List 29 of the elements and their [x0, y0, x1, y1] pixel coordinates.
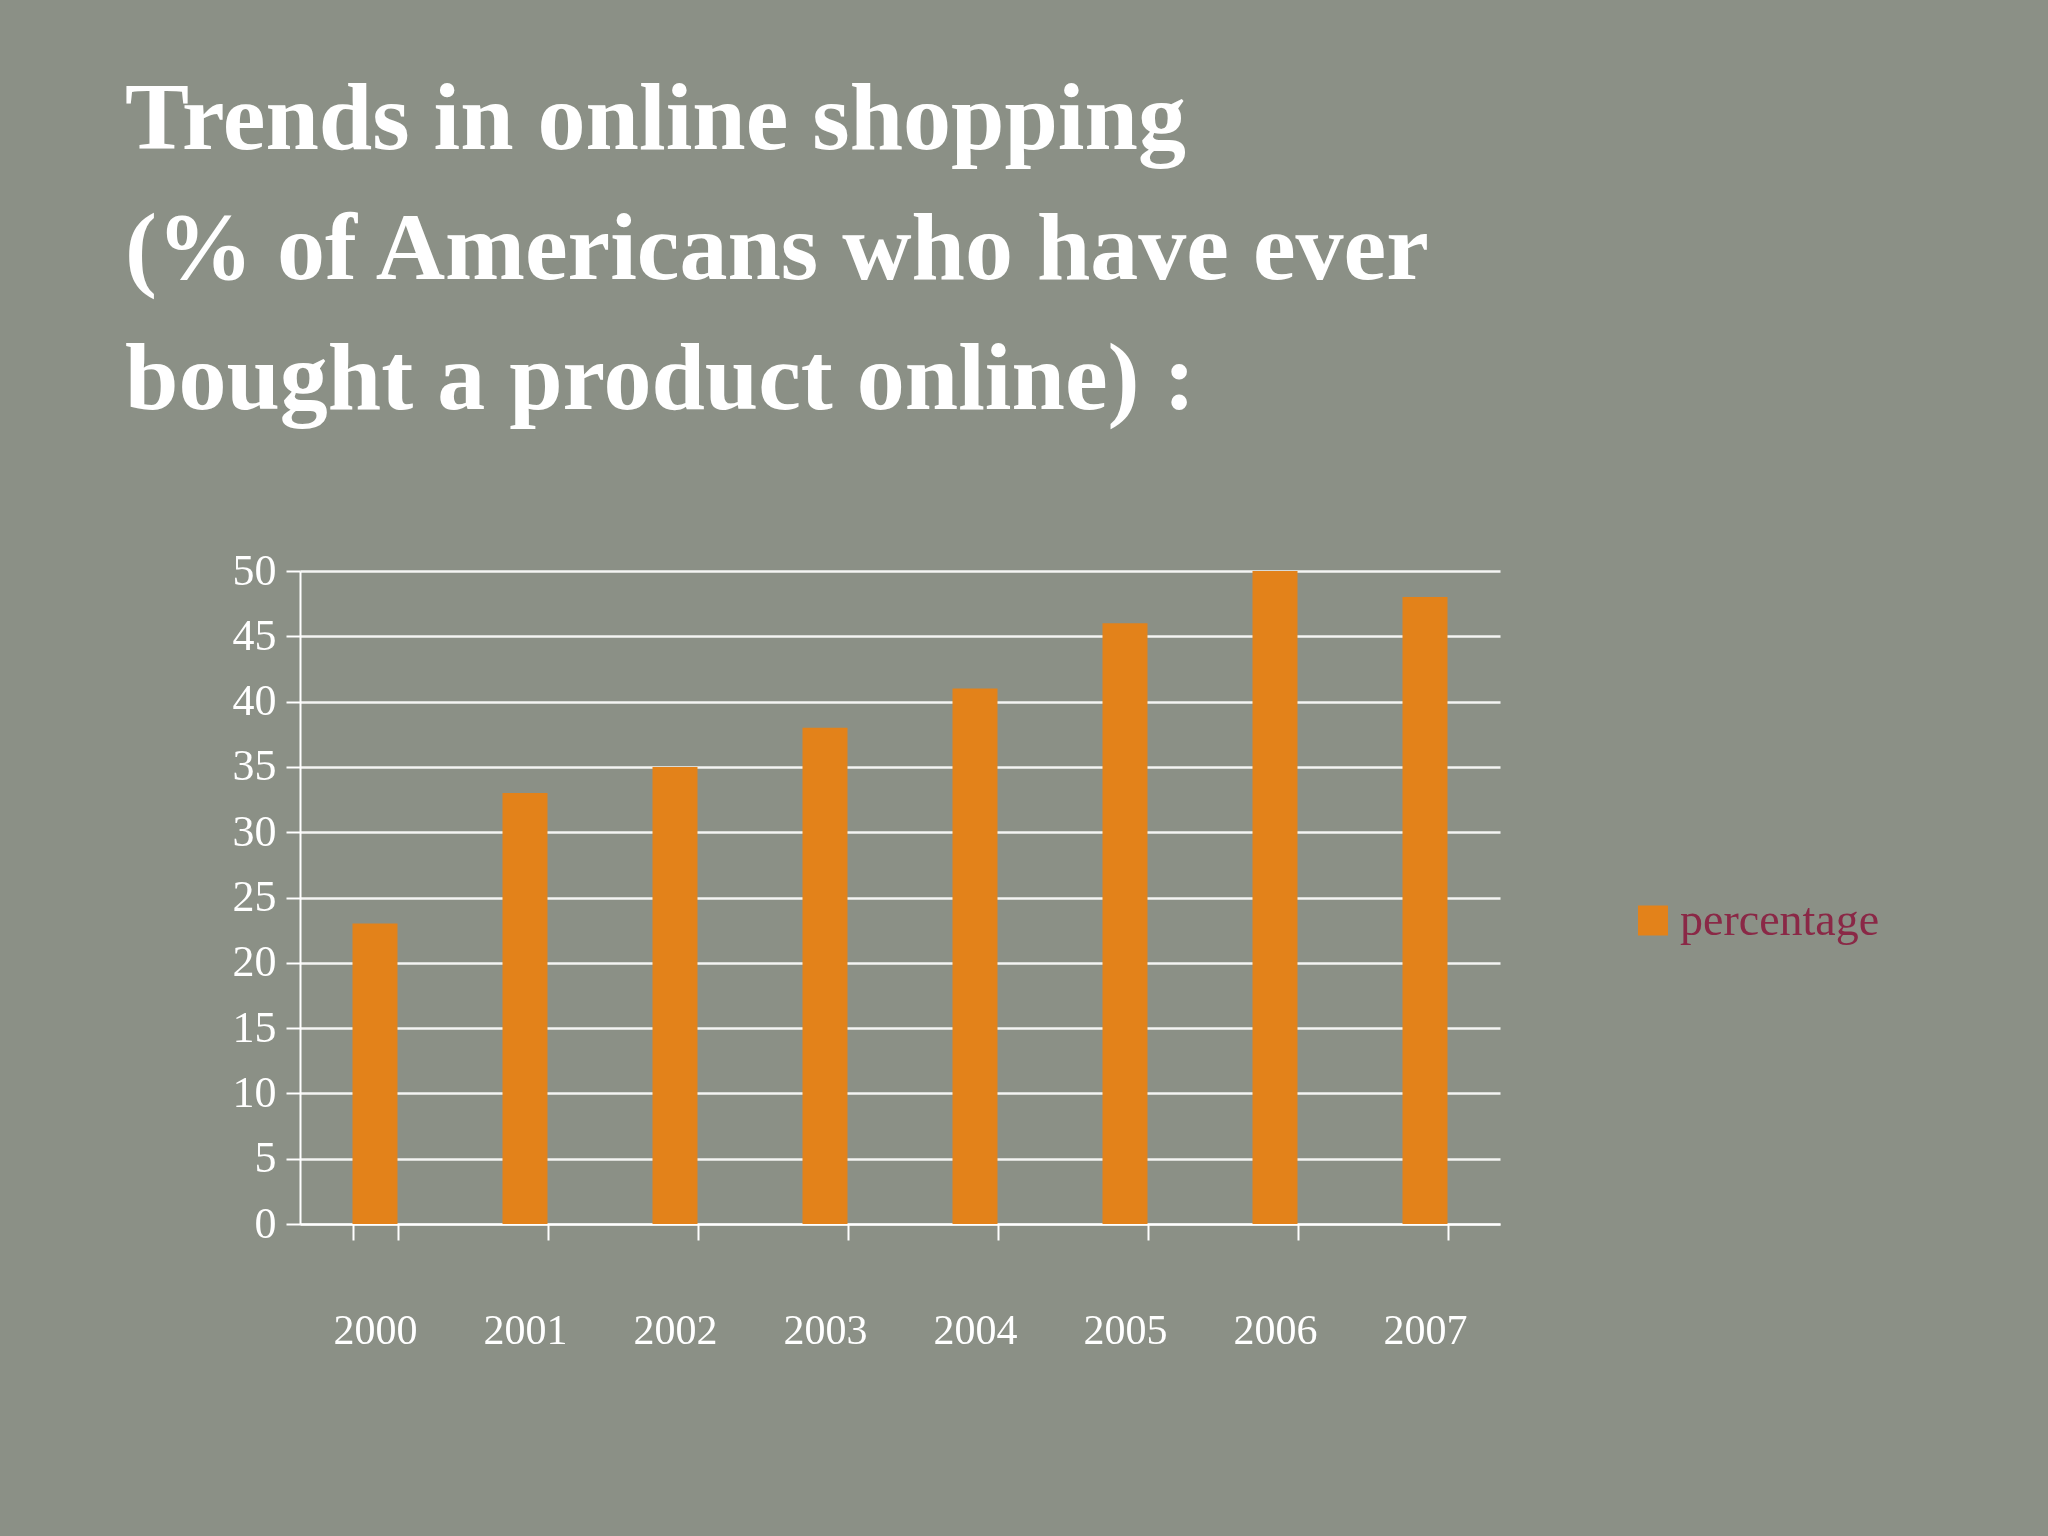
y-tick-label: 5: [254, 1133, 277, 1183]
x-tick-label: 2001: [483, 1306, 568, 1353]
y-tick-label: 20: [232, 937, 277, 987]
legend-label: percentage: [1680, 893, 1880, 945]
y-tick-label: 45: [232, 610, 277, 660]
bar: [502, 793, 548, 1224]
y-tick-label: 50: [232, 545, 277, 595]
y-tick-label: 10: [232, 1067, 277, 1117]
x-tick-label: 2005: [1083, 1306, 1168, 1353]
x-tick-label: 2007: [1383, 1306, 1468, 1353]
bar: [1402, 597, 1448, 1224]
y-tick-label: 0: [254, 1198, 277, 1248]
bar: [802, 727, 848, 1224]
chart-title: Trends in online shopping (% of Americans who have ever bought a product online) :: [125, 63, 1429, 430]
y-tick-label: 30: [232, 806, 277, 856]
bar: [652, 766, 698, 1224]
y-tick-label: 25: [232, 872, 277, 921]
bar: [352, 923, 398, 1224]
y-tick-label: 35: [232, 741, 277, 791]
y-tick-label: 40: [232, 676, 277, 726]
x-tick-label: 2003: [783, 1306, 868, 1353]
bar: [1102, 623, 1148, 1224]
x-tick-label: 2004: [933, 1306, 1018, 1353]
bar: [952, 688, 998, 1224]
y-tick-label: 15: [232, 1002, 277, 1052]
bar: [1252, 571, 1298, 1224]
x-tick-label: 2000: [333, 1306, 418, 1353]
x-tick-label: 2002: [633, 1306, 718, 1353]
x-tick-label: 2006: [1233, 1306, 1318, 1353]
